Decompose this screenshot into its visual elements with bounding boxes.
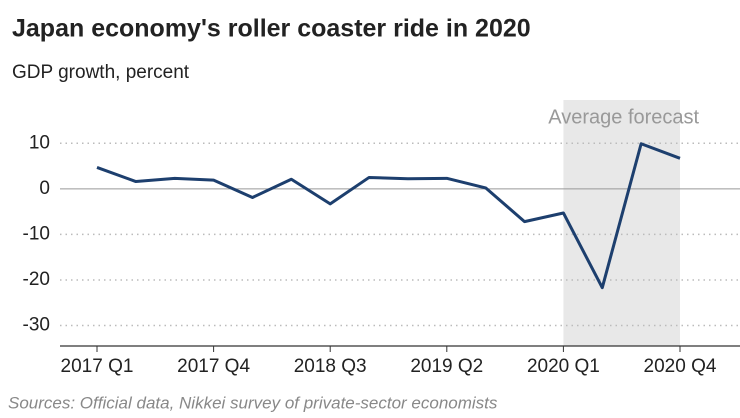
x-tick-label: 2019 Q2 [410, 356, 483, 377]
series-line [96, 142, 681, 290]
x-tick-label: 2017 Q4 [177, 356, 250, 377]
chart-subtitle: GDP growth, percent [12, 62, 190, 83]
y-tick-label: -30 [23, 315, 50, 336]
y-tick-label: -20 [23, 269, 50, 290]
source-note: Sources: Official data, Nikkei survey of… [8, 393, 498, 412]
x-tick-label: 2017 Q1 [61, 356, 134, 377]
chart-title: Japan economy's roller coaster ride in 2… [12, 15, 531, 43]
y-tick-label: 10 [29, 132, 50, 153]
y-tick-label: -10 [23, 223, 50, 244]
y-tick-label: 0 [39, 178, 50, 199]
forecast-region [563, 100, 680, 346]
x-tick-label: 2018 Q3 [294, 356, 367, 377]
forecast-label: Average forecast [548, 106, 699, 128]
x-tick-label: 2020 Q1 [527, 356, 600, 377]
x-tick-label: 2020 Q4 [644, 356, 717, 377]
